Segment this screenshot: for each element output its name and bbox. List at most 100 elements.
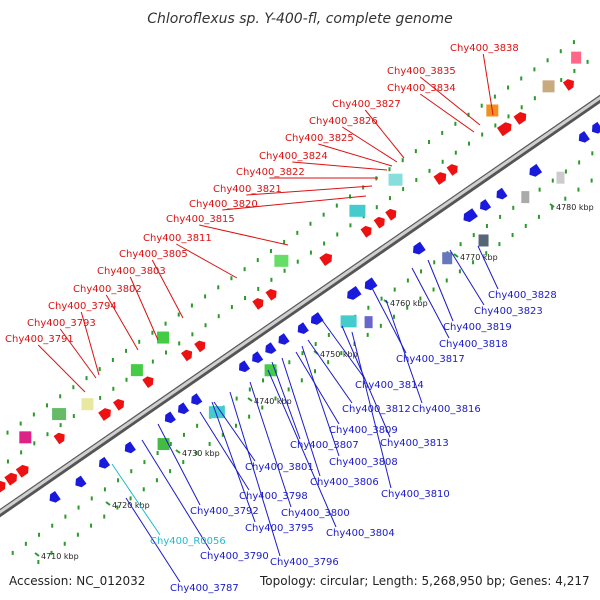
track-dot xyxy=(419,296,422,301)
track-dot xyxy=(11,550,14,555)
gene-label-chy400-3791[interactable]: Chy400_3791 xyxy=(5,334,74,345)
track-dot xyxy=(248,387,251,392)
track-dot xyxy=(520,76,523,81)
gene-label-chy400-3817[interactable]: Chy400_3817 xyxy=(396,354,465,365)
gene-labels: Chy400_3838 Chy400_3835 Chy400_3834 Chy400_… xyxy=(5,43,557,594)
track-dot xyxy=(445,278,448,283)
reverse-gene-arrow xyxy=(75,475,87,488)
track-dot xyxy=(573,68,576,73)
track-dot xyxy=(274,396,277,401)
track-dot xyxy=(151,359,154,364)
reverse-gene-arrow xyxy=(49,491,61,503)
track-dot xyxy=(46,403,49,408)
forward-gene-arrow xyxy=(446,164,458,176)
gene-label-chy400-3810[interactable]: Chy400_3810 xyxy=(381,489,450,500)
gene-label-chy400-3819[interactable]: Chy400_3819 xyxy=(443,322,512,333)
reverse-gene-arrow xyxy=(99,456,111,469)
gene-label-chy400-r0056[interactable]: Chy400_R0056 xyxy=(150,536,226,547)
track-dot xyxy=(551,205,554,210)
gene-label-chy400-3815[interactable]: Chy400_3815 xyxy=(166,214,235,225)
forward-gene-arrow xyxy=(562,79,574,91)
track-dot xyxy=(512,205,515,210)
track-dot xyxy=(138,339,141,344)
forward-gene-arrow xyxy=(433,172,447,185)
track-dot xyxy=(235,396,238,401)
gene-label-chy400-3795[interactable]: Chy400_3795 xyxy=(245,523,314,534)
feature-box xyxy=(19,431,32,444)
feature-box xyxy=(274,254,289,267)
track-dot xyxy=(367,305,370,310)
track-dot xyxy=(472,233,475,238)
gene-label-chy400-3828[interactable]: Chy400_3828 xyxy=(488,290,557,301)
track-dot xyxy=(366,332,369,337)
track-dot xyxy=(177,312,180,317)
gene-label-chy400-3812[interactable]: Chy400_3812 xyxy=(342,404,411,415)
gene-label-chy400-3838[interactable]: Chy400_3838 xyxy=(450,43,519,54)
gene-label-chy400-3823[interactable]: Chy400_3823 xyxy=(474,306,543,317)
gene-label-chy400-3796[interactable]: Chy400_3796 xyxy=(270,557,339,568)
gene-label-chy400-3802[interactable]: Chy400_3802 xyxy=(73,284,142,295)
gene-label-chy400-3787[interactable]: Chy400_3787 xyxy=(170,583,239,594)
gene-label-chy400-3827[interactable]: Chy400_3827 xyxy=(332,99,401,110)
track-dot xyxy=(420,269,423,274)
track-dot xyxy=(375,205,378,210)
gene-label-chy400-3816[interactable]: Chy400_3816 xyxy=(412,404,481,415)
gene-label-chy400-3798[interactable]: Chy400_3798 xyxy=(239,491,308,502)
track-dot xyxy=(432,287,435,292)
track-dot xyxy=(458,269,461,274)
gene-label-chy400-3803[interactable]: Chy400_3803 xyxy=(97,266,166,277)
track-dot xyxy=(112,386,115,391)
reverse-gene-arrow xyxy=(164,411,176,424)
gene-label-chy400-3818[interactable]: Chy400_3818 xyxy=(439,339,508,350)
gene-label-chy400-3834[interactable]: Chy400_3834 xyxy=(387,83,456,94)
gene-label-chy400-3813[interactable]: Chy400_3813 xyxy=(380,438,449,449)
track-dot xyxy=(125,377,128,382)
track-dot xyxy=(537,214,540,219)
gene-label-chy400-3814[interactable]: Chy400_3814 xyxy=(355,380,424,391)
topology-text: Topology: circular; Length: 5,268,950 bp… xyxy=(259,574,590,588)
gene-label-chy400-3811[interactable]: Chy400_3811 xyxy=(143,233,212,244)
gene-label-chy400-3806[interactable]: Chy400_3806 xyxy=(310,477,379,488)
reverse-gene-arrow xyxy=(297,322,309,334)
gene-label-chy400-3822[interactable]: Chy400_3822 xyxy=(236,167,305,178)
gene-label-chy400-3821[interactable]: Chy400_3821 xyxy=(213,184,282,195)
gene-label-chy400-3804[interactable]: Chy400_3804 xyxy=(326,528,395,539)
gene-label-chy400-3807[interactable]: Chy400_3807 xyxy=(290,440,359,451)
track-dot xyxy=(287,387,290,392)
track-dot xyxy=(33,441,36,446)
gene-label-chy400-3809[interactable]: Chy400_3809 xyxy=(329,425,398,436)
gene-label-chy400-3793[interactable]: Chy400_3793 xyxy=(27,318,96,329)
track-dot xyxy=(414,149,417,154)
track-dot xyxy=(454,150,457,155)
forward-gene-arrow xyxy=(142,376,154,388)
leader-line xyxy=(80,311,100,376)
gene-label-chy400-3825[interactable]: Chy400_3825 xyxy=(285,133,354,144)
feature-box xyxy=(208,406,225,419)
feature-box xyxy=(364,316,373,329)
gene-label-chy400-3805[interactable]: Chy400_3805 xyxy=(119,249,188,260)
gene-label-chy400-3820[interactable]: Chy400_3820 xyxy=(189,199,258,210)
track-dot xyxy=(480,103,483,108)
forward-gene-arrow xyxy=(265,289,277,301)
feature-box xyxy=(521,191,530,204)
gene-label-chy400-3792[interactable]: Chy400_3792 xyxy=(190,506,259,517)
gene-label-chy400-3790[interactable]: Chy400_3790 xyxy=(200,551,269,562)
gene-label-chy400-3824[interactable]: Chy400_3824 xyxy=(259,151,328,162)
gene-label-chy400-3794[interactable]: Chy400_3794 xyxy=(48,301,117,312)
gene-label-chy400-3801[interactable]: Chy400_3801 xyxy=(245,462,314,473)
leader-line xyxy=(477,245,499,290)
leader-line xyxy=(125,497,181,583)
track-dot xyxy=(472,260,475,265)
tick-mark xyxy=(247,397,253,402)
gene-label-chy400-3826[interactable]: Chy400_3826 xyxy=(309,116,378,127)
gene-label-chy400-3808[interactable]: Chy400_3808 xyxy=(329,457,398,468)
track-dot xyxy=(327,360,330,365)
track-dot xyxy=(38,532,41,537)
gene-label-chy400-3800[interactable]: Chy400_3800 xyxy=(281,508,350,519)
gene-label-chy400-3835[interactable]: Chy400_3835 xyxy=(387,66,456,77)
track-dot xyxy=(178,341,181,346)
track-dot xyxy=(313,369,316,374)
leader-line xyxy=(176,243,238,279)
reverse-gene-arrow xyxy=(310,312,324,325)
leader-line xyxy=(449,249,485,306)
